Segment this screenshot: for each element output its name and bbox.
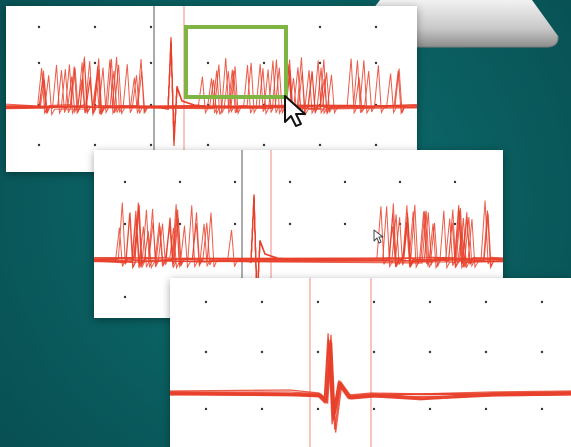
grid-dot: [454, 223, 456, 225]
grid-dot: [375, 144, 377, 146]
grid-dot: [38, 26, 40, 28]
grid-dot: [94, 144, 96, 146]
grid-dot: [373, 351, 375, 353]
spike-detail-recording-plot: [170, 278, 571, 447]
grid-dot: [261, 301, 263, 303]
grid-dot: [541, 301, 543, 303]
grid-dot: [344, 223, 346, 225]
grid-dot: [429, 408, 431, 410]
spike-detail-recording-panel[interactable]: [170, 278, 571, 447]
grid-dot: [289, 181, 291, 183]
grid-dot: [319, 62, 321, 64]
grid-dot: [261, 408, 263, 410]
grid-dot: [485, 351, 487, 353]
grid-dot: [375, 62, 377, 64]
grid-dot: [124, 296, 126, 298]
grid-dot: [344, 181, 346, 183]
arrow-pointer-icon: [373, 229, 385, 245]
grid-dot: [150, 26, 152, 28]
grid-dot: [485, 408, 487, 410]
grid-dot: [454, 181, 456, 183]
grid-dot: [150, 144, 152, 146]
arrow-pointer-icon: [283, 94, 309, 128]
grid-dot: [205, 351, 207, 353]
grid-dot: [207, 144, 209, 146]
grid-dot: [541, 351, 543, 353]
grid-dot: [541, 408, 543, 410]
grid-dot: [263, 62, 265, 64]
grid-dot: [150, 62, 152, 64]
grid-dot: [94, 26, 96, 28]
grid-dot: [124, 223, 126, 225]
grid-dot: [207, 62, 209, 64]
grid-dot: [373, 301, 375, 303]
grid-dot: [261, 351, 263, 353]
grid-dot: [317, 301, 319, 303]
grid-dot: [429, 351, 431, 353]
grid-dot: [234, 223, 236, 225]
grid-dot: [289, 223, 291, 225]
grid-dot: [94, 62, 96, 64]
overview-recording-panel[interactable]: [6, 6, 417, 172]
grid-dot: [485, 301, 487, 303]
grid-dot: [38, 144, 40, 146]
grid-dot: [124, 181, 126, 183]
grid-dot: [373, 408, 375, 410]
grid-dot: [263, 144, 265, 146]
grid-dot: [317, 408, 319, 410]
grid-dot: [399, 181, 401, 183]
grid-dot: [317, 351, 319, 353]
grid-dot: [234, 181, 236, 183]
grid-dot: [429, 301, 431, 303]
grid-dot: [319, 144, 321, 146]
grid-dot: [375, 26, 377, 28]
grid-dot: [319, 26, 321, 28]
overview-recording-plot: [6, 6, 417, 172]
grid-dot: [205, 301, 207, 303]
grid-dot: [179, 181, 181, 183]
grid-dot: [205, 408, 207, 410]
grid-dot: [38, 62, 40, 64]
